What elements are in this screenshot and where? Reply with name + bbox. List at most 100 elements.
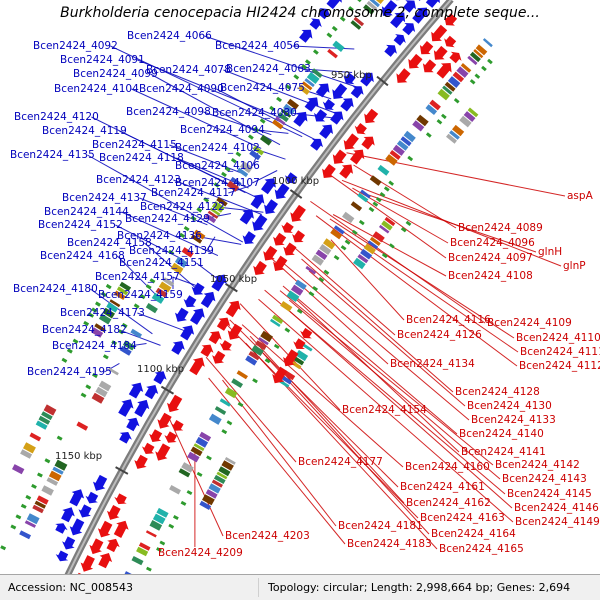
gene-label[interactable]: Bcen2424_4159 [98, 289, 183, 301]
gene-label[interactable]: Bcen2424_4143 [502, 473, 587, 485]
gene-label[interactable]: Bcen2424_4152 [38, 219, 123, 231]
feature-bar[interactable] [219, 398, 231, 407]
gene-label[interactable]: Bcen2424_4149 [515, 516, 600, 528]
gene-label[interactable]: Bcen2424_4177 [298, 456, 383, 468]
gene-label[interactable]: Bcen2424_4134 [390, 358, 475, 370]
feature-bar[interactable] [255, 340, 267, 351]
gene-arrow[interactable] [285, 172, 298, 184]
gene-arrow[interactable] [433, 45, 448, 60]
feature-bar[interactable] [275, 116, 286, 126]
feature-bar[interactable] [381, 220, 393, 231]
gene-arrow[interactable] [164, 431, 178, 443]
gene-arrow[interactable] [419, 41, 434, 55]
gene-arrow[interactable] [283, 349, 299, 367]
gene-label[interactable]: Bcen2424_4136 [117, 230, 202, 242]
feature-bar[interactable] [38, 415, 51, 425]
gene-label[interactable]: Bcen2424_4056 [215, 40, 300, 52]
gene-label[interactable]: Bcen2424_4102 [175, 142, 260, 154]
feature-bar[interactable] [214, 406, 227, 415]
feature-bar[interactable] [35, 420, 48, 430]
feature-bar[interactable] [195, 436, 209, 448]
gene-label[interactable]: Bcen2424_4120 [14, 111, 99, 123]
feature-bar[interactable] [400, 136, 412, 147]
feature-bar[interactable] [280, 108, 292, 118]
feature-bar[interactable] [460, 63, 472, 73]
feature-bar[interactable] [333, 225, 345, 235]
feature-bar[interactable] [357, 192, 369, 203]
feature-bar[interactable] [248, 351, 261, 361]
feature-bar[interactable] [108, 367, 119, 376]
feature-bar[interactable] [363, 243, 376, 255]
gene-label[interactable]: Bcen2424_4110 [516, 332, 600, 344]
feature-bar[interactable] [205, 489, 218, 499]
feature-bar[interactable] [311, 254, 324, 266]
gene-label[interactable]: Bcen2424_4154 [342, 404, 427, 416]
feature-bar[interactable] [286, 290, 300, 303]
feature-bar[interactable] [109, 299, 121, 308]
gene-label[interactable]: Bcen2424_4158 [67, 237, 152, 249]
feature-bar[interactable] [416, 114, 429, 127]
gene-label[interactable]: Bcen2424_4107 [175, 177, 260, 189]
feature-bar[interactable] [46, 477, 59, 486]
gene-arrow[interactable] [225, 300, 241, 318]
gene-arrow[interactable] [318, 8, 331, 20]
gene-arrow[interactable] [211, 274, 227, 292]
feature-bar[interactable] [91, 392, 105, 404]
gene-arrow[interactable] [242, 231, 256, 244]
feature-bar[interactable] [130, 328, 142, 339]
gene-arrow[interactable] [309, 18, 322, 30]
feature-bar[interactable] [272, 314, 284, 324]
gene-arrow[interactable] [134, 454, 148, 469]
gene-label[interactable]: Bcen2424_4066 [127, 30, 212, 42]
gene-arrow[interactable] [274, 183, 290, 199]
gene-arrow[interactable] [263, 245, 278, 261]
gene-arrow[interactable] [261, 178, 276, 195]
feature-bar[interactable] [213, 474, 226, 484]
feature-bar[interactable] [305, 265, 317, 275]
feature-bar[interactable] [169, 485, 181, 495]
feature-bar[interactable] [330, 228, 343, 240]
genome-map-canvas[interactable] [0, 0, 600, 574]
feature-bar[interactable] [116, 286, 129, 296]
gene-arrow[interactable] [69, 489, 85, 507]
gene-label[interactable]: Bcen2424_4165 [439, 543, 524, 555]
gene-label[interactable]: Bcen2424_4157 [95, 271, 180, 283]
feature-bar[interactable] [304, 78, 315, 88]
feature-bar[interactable] [106, 302, 119, 313]
gene-arrow[interactable] [239, 209, 254, 225]
feature-bar[interactable] [366, 0, 378, 11]
gene-arrow[interactable] [227, 323, 243, 340]
gene-arrow[interactable] [98, 553, 113, 569]
feature-bar[interactable] [332, 40, 345, 52]
gene-arrow[interactable] [300, 327, 313, 339]
feature-bar[interactable] [252, 145, 265, 156]
feature-bar[interactable] [444, 81, 456, 92]
feature-bar[interactable] [41, 485, 54, 496]
feature-bar[interactable] [102, 307, 116, 319]
gene-label[interactable]: Bcen2424_4146 [514, 502, 599, 514]
feature-bar[interactable] [209, 207, 221, 216]
gene-arrow[interactable] [62, 536, 76, 550]
gene-label[interactable]: Bcen2424_4203 [225, 530, 310, 542]
feature-bar[interactable] [327, 48, 338, 59]
gene-arrow[interactable] [330, 111, 344, 125]
gene-arrow[interactable] [413, 0, 426, 1]
gene-label[interactable]: Bcen2424_4089 [458, 222, 543, 234]
feature-bar[interactable] [34, 500, 46, 509]
gene-label[interactable]: Bcen2424_4184 [52, 340, 137, 352]
gene-arrow[interactable] [272, 366, 288, 384]
gene-label[interactable]: Bcen2424_4182 [42, 324, 127, 336]
feature-bar[interactable] [119, 281, 132, 292]
gene-arrow[interactable] [208, 331, 222, 345]
gene-label[interactable]: Bcen2424_4115 [92, 139, 177, 151]
feature-bar[interactable] [162, 277, 175, 287]
feature-bar[interactable] [19, 530, 31, 540]
gene-label[interactable]: Bcen2424_4140 [459, 428, 544, 440]
feature-bar[interactable] [294, 279, 307, 290]
gene-arrow[interactable] [55, 550, 69, 562]
gene-arrow[interactable] [403, 0, 416, 13]
gene-label[interactable]: Bcen2424_4135 [10, 149, 95, 161]
gene-arrow[interactable] [343, 72, 356, 85]
gene-arrow[interactable] [293, 338, 306, 349]
feature-bar[interactable] [377, 164, 390, 176]
